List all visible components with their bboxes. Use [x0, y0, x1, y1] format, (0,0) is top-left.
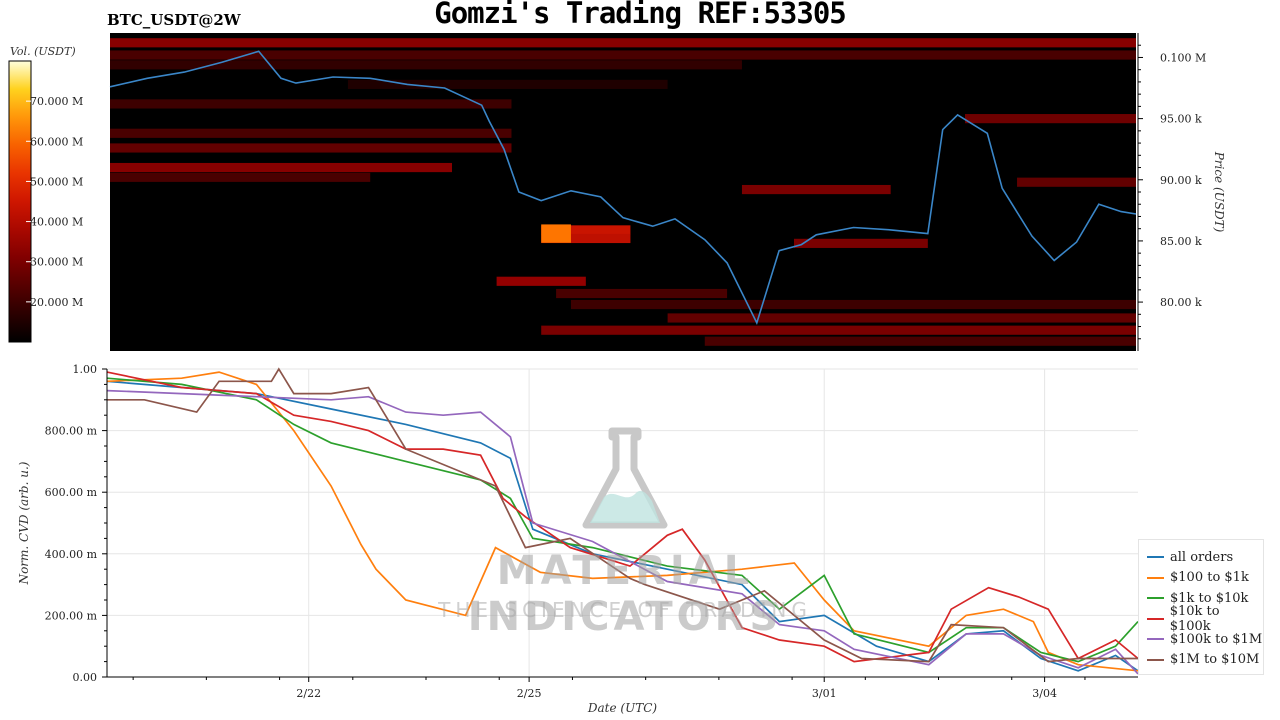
cvd-y-tick-label: 200.00 m — [45, 609, 98, 622]
cvd-series-line — [106, 371, 1139, 663]
volume-band — [541, 233, 631, 244]
cvd-x-tick-label: 3/01 — [812, 687, 837, 700]
cvd-y-tick-label: 400.00 m — [45, 548, 98, 561]
volume-band — [347, 79, 668, 89]
colorbar-tick-label: 20.000 M — [30, 296, 83, 309]
legend-item: $1M to $10M — [1147, 650, 1259, 670]
volume-band — [110, 128, 512, 138]
cvd-y-axis-label: Norm. CVD (arb. u.) — [17, 461, 31, 585]
volume-band — [570, 299, 1136, 310]
cvd-series-line — [106, 377, 1139, 663]
legend-swatch — [1147, 658, 1164, 661]
volume-band — [965, 114, 1136, 124]
volume-band — [110, 50, 1136, 60]
cvd-series-line — [106, 371, 1139, 672]
volume-band — [110, 172, 371, 182]
cvd-chart: 0.00 200.00 m 400.00 m 600.00 m 800.00 m 1.00… — [17, 363, 1139, 715]
volume-band — [541, 225, 631, 235]
cvd-x-tick-label: 2/22 — [296, 687, 321, 700]
volume-band — [667, 313, 1136, 323]
chart-title: Gomzi's Trading REF:53305 — [434, 0, 847, 30]
price-axis-tick-label: 85.00 k — [1160, 235, 1202, 248]
colorbar-tick-label: 30.000 M — [30, 256, 83, 269]
volume-band — [110, 162, 452, 173]
legend-label: all orders — [1170, 549, 1234, 565]
cvd-series-line — [106, 380, 1139, 672]
legend-label: $100 to $1k — [1170, 570, 1249, 585]
volume-band — [110, 99, 512, 109]
colorbar — [8, 60, 32, 343]
trading-pair-label: BTC_USDT@2W — [107, 11, 241, 29]
legend-item: $1k to $10k — [1147, 588, 1248, 608]
volume-hotspot — [541, 224, 571, 243]
volume-band — [794, 238, 928, 248]
legend-swatch — [1147, 638, 1164, 640]
volume-band — [1017, 177, 1136, 187]
volume-band — [704, 336, 1136, 346]
price-axis-tick-label: 95.00 k — [1160, 113, 1202, 126]
cvd-x-axis-label: Date (UTC) — [587, 701, 657, 715]
volume-band — [541, 325, 1136, 335]
legend-swatch — [1147, 597, 1164, 599]
price-line — [109, 50, 1137, 326]
volume-band — [741, 184, 891, 195]
price-axis-label: Price (USDT) — [1212, 151, 1226, 233]
chart-legend: all orders $100 to $1k $1k to $10k $10k to … — [1138, 539, 1264, 675]
volume-band — [556, 288, 728, 299]
cvd-y-tick-label: 0.00 — [73, 671, 98, 684]
legend-item: $100 to $1k — [1147, 568, 1249, 588]
colorbar-tick-label: 70.000 M — [30, 95, 83, 108]
legend-swatch — [1147, 576, 1164, 579]
colorbar-label: Vol. (USDT) — [10, 45, 76, 58]
legend-swatch — [1147, 556, 1164, 558]
legend-label: $1k to $10k — [1170, 590, 1249, 606]
cvd-plot-area — [107, 369, 1138, 677]
price-axis-tick-label: 0.100 M — [1160, 51, 1206, 64]
cvd-y-tick-label: 600.00 m — [45, 486, 98, 499]
legend-item: $100k to $1M — [1147, 629, 1262, 649]
volume-band — [110, 60, 742, 70]
cvd-series-line — [107, 367, 1138, 663]
heatmap-chart: 80.00 k 85.00 k 90.00 k 95.00 k 0.100 M Price… — [8, 33, 1226, 351]
legend-swatch — [1147, 617, 1164, 620]
colorbar-tick-label: 60.000 M — [30, 135, 83, 148]
cvd-x-tick-label: 2/25 — [517, 687, 542, 700]
legend-label: $1M to $10M — [1170, 652, 1260, 667]
cvd-y-tick-label: 800.00 m — [45, 425, 98, 438]
legend-label: $100k to $1M — [1170, 631, 1263, 647]
legend-item: $10k to $100k — [1147, 604, 1263, 634]
colorbar-tick-label: 40.000 M — [30, 216, 83, 229]
colorbar-tick-label: 50.000 M — [30, 175, 83, 188]
legend-label: $10k to $100k — [1169, 603, 1220, 634]
price-axis-tick-label: 80.00 k — [1160, 296, 1202, 309]
volume-band — [110, 38, 1136, 48]
volume-band — [110, 143, 512, 153]
legend-item: all orders — [1147, 547, 1233, 567]
cvd-y-tick-label: 1.00 — [73, 363, 98, 376]
cvd-x-tick-label: 3/04 — [1032, 687, 1057, 700]
volume-band — [496, 276, 586, 286]
cvd-series-line — [106, 389, 1139, 675]
price-axis-tick-label: 90.00 k — [1160, 174, 1202, 187]
